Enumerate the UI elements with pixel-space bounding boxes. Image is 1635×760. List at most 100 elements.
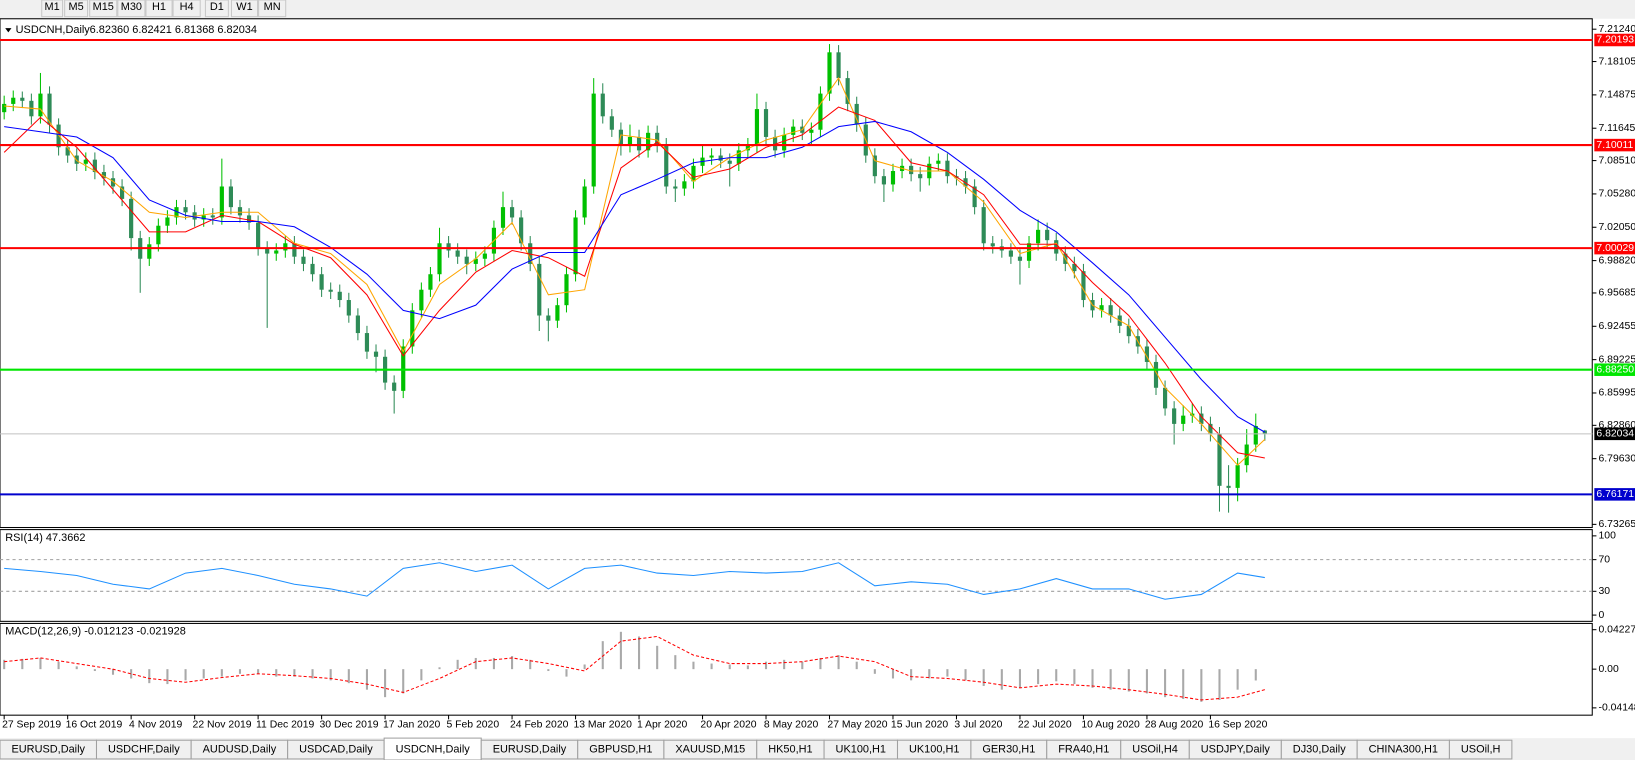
timeframe-button[interactable] [258,0,287,18]
candle-body [1144,346,1150,362]
moving-average [4,77,1266,466]
candle-body [129,198,134,239]
y-tick-label: 100 [1599,531,1617,542]
macd-signal [4,635,1265,701]
candle-body [754,109,760,146]
timeframe-button[interactable] [41,0,64,18]
level-label-box [1594,363,1635,376]
current-price-label: 6.82034 [1596,429,1634,440]
timeframe-label[interactable]: M1 [45,1,60,13]
candle-body [827,52,832,94]
timeframe-label[interactable]: W1 [236,1,252,13]
level-label: 7.00029 [1596,243,1634,254]
candle-body [646,132,651,151]
candle-body [981,207,986,244]
x-tick-label: 27 May 2020 [827,719,887,730]
tab-label[interactable]: USDCHF,Daily [108,743,180,755]
tab-label[interactable]: UK100,H1 [909,743,959,755]
candle-body [310,263,315,275]
timeframe-button[interactable] [145,0,173,18]
tab[interactable] [1448,739,1513,760]
x-tick-label: 10 Aug 2020 [1081,719,1140,730]
candle-body [419,289,424,311]
candle-body [564,274,569,306]
y-tick-label: 0.042275 [1599,624,1635,635]
candle-body [500,207,506,228]
collapse-arrow[interactable] [5,28,12,33]
candle-body [319,274,324,290]
y-tick-label: 7.21240 [1599,24,1635,35]
x-tick-label: 5 Feb 2020 [446,719,499,730]
timeframe-button[interactable] [89,0,118,18]
candle-body [582,186,587,218]
tab-label[interactable]: USDCAD,Daily [299,743,373,755]
candle-body [1045,229,1050,241]
candle-body [346,300,351,316]
x-tick-label: 17 Jan 2020 [383,719,441,730]
candle-body [228,186,233,208]
level-label-box [1594,33,1635,47]
tab-label[interactable]: USOil,H [1461,743,1501,755]
x-tick-label: 3 Jul 2020 [954,719,1002,730]
candle-body [836,52,841,79]
candle-body [11,97,16,104]
timeframe-button[interactable] [64,0,89,18]
timeframe-button[interactable] [172,0,201,18]
candle-body [110,178,116,187]
timeframe-label[interactable]: M15 [93,1,114,13]
candle-body [473,258,478,264]
candle-body [174,207,179,218]
tab-label[interactable]: AUDUSD,Daily [203,743,277,755]
tab-label[interactable]: USOil,H4 [1132,743,1178,755]
level-label: 7.10011 [1596,140,1633,151]
tab-label[interactable]: HK50,H1 [768,743,812,755]
timeframe-button[interactable] [204,0,229,18]
candle-body [237,207,243,216]
y-tick-label: 6.73265 [1599,519,1635,530]
tab-label[interactable]: UK100,H1 [836,743,886,755]
timeframe-label[interactable]: MN [264,1,281,13]
candle-body [809,129,814,133]
candle-body [119,186,125,199]
tab-label[interactable]: EURUSD,Daily [493,743,567,755]
moving-average [4,120,1266,433]
candle-body [591,93,596,187]
tab-label[interactable]: GBPUSD,H1 [589,743,652,755]
candle-body [92,159,97,173]
candle-body [265,248,270,254]
timeframe-label[interactable]: D1 [210,1,224,13]
tab-label[interactable]: USDJPY,Daily [1201,743,1271,755]
timeframe-label[interactable]: M5 [69,1,84,13]
candle-body [1235,465,1240,488]
tab-label[interactable]: XAUUSD,M15 [675,743,745,755]
timeframe-button[interactable] [230,0,259,18]
candle-body [1008,250,1013,257]
timeframe-button[interactable] [117,0,146,18]
timeframe-label[interactable]: H1 [152,1,166,13]
candle-body [283,243,288,251]
candle-body [881,176,887,185]
tab-label[interactable]: EURUSD,Daily [11,743,85,755]
candle-body [156,225,161,245]
tab-label[interactable]: CHINA300,H1 [1369,743,1438,755]
candle-body [936,160,941,164]
candle-body [455,250,460,257]
x-tick-label: 13 Mar 2020 [573,719,632,730]
tab-label[interactable]: FRA40,H1 [1058,743,1109,755]
tab-label[interactable]: DJ30,Daily [1293,743,1346,755]
toolbar [0,0,1635,19]
candle-body [791,126,796,135]
candle-body [990,243,995,247]
candle-body [183,207,188,213]
candle-body [246,215,252,223]
y-tick-label: 6.79630 [1599,453,1635,464]
chart-title: USDCNH,Daily [16,24,91,36]
level-label: 6.76171 [1596,489,1634,500]
timeframe-label[interactable]: H4 [180,1,194,13]
tab-label[interactable]: USDCNH,Daily [396,743,471,755]
level-label-box [1594,138,1635,152]
macd-plot-frame [0,622,1593,716]
timeframe-label[interactable]: M30 [121,1,142,13]
tab-label[interactable]: GER30,H1 [982,743,1035,755]
